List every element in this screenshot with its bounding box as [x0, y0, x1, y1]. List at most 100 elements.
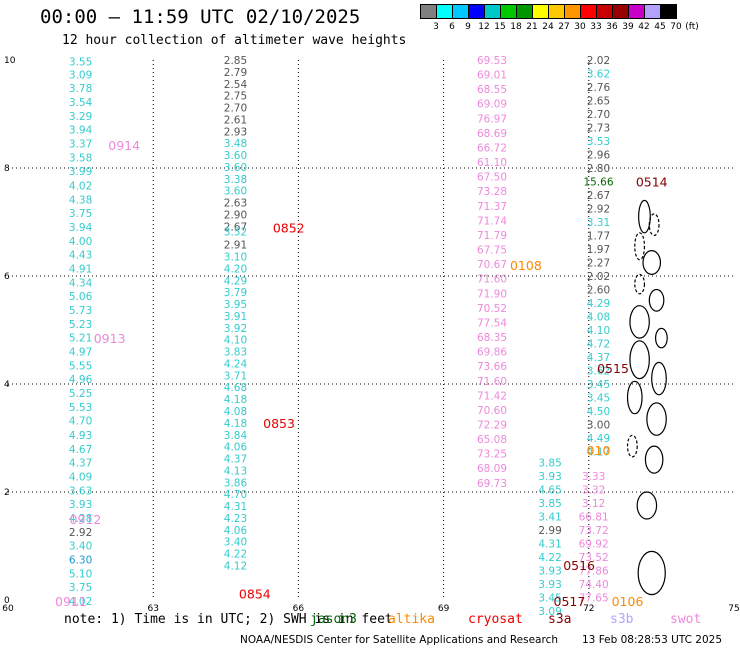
- wave-height-value: 73.28: [477, 186, 507, 198]
- x-tick-label: 63: [147, 604, 158, 614]
- color-scale-label: 30: [574, 22, 586, 32]
- legend-swot: swot: [670, 612, 702, 627]
- wave-height-value: 3.62: [587, 366, 610, 378]
- color-scale-label: 6: [449, 22, 455, 32]
- wave-height-value: 4.02: [69, 180, 92, 192]
- wave-height-value: 5.10: [69, 569, 92, 581]
- wave-height-value: 68.09: [477, 463, 507, 475]
- wave-height-value: 2.79: [224, 67, 247, 79]
- atoll-outline: [646, 402, 667, 436]
- wave-height-value: 77.86: [579, 565, 609, 577]
- wave-height-value: 3.60: [224, 186, 247, 198]
- pass-id-label: 0854: [239, 587, 271, 602]
- pass-labels: 0914 0913 0912 0911 0852 0853 0854 0108 010 0106 0…: [55, 138, 668, 609]
- wave-height-value: 2.92: [69, 527, 92, 539]
- wave-height-value: 70.60: [477, 405, 507, 417]
- wave-height-value: 3.86: [224, 477, 248, 489]
- wave-height-value: 3.48: [224, 138, 247, 150]
- color-scale-labels: 3 6 9 12 15 18 21 24 27 30 33 36 39 42 45 70 (ft): [420, 22, 740, 34]
- wave-height-value: 2.67: [587, 190, 610, 202]
- wave-height-value: 6.30: [69, 555, 92, 567]
- atoll-outline: [634, 273, 646, 295]
- wave-height-value: 1.77: [587, 231, 610, 243]
- wave-height-value: 71.60: [477, 274, 507, 286]
- wave-height-value: 4.08: [224, 406, 247, 418]
- wave-height-value: 2.96: [587, 150, 611, 162]
- map-title: 00:00 – 11:59 UTC 02/10/2025: [40, 6, 361, 28]
- pass-id-label: 0914: [108, 138, 140, 153]
- wave-height-value: 4.20: [224, 263, 247, 275]
- pass-id-label: 0516: [563, 558, 595, 573]
- wave-height-value: 65.08: [477, 434, 507, 446]
- wave-height-value: 4.13: [224, 465, 247, 477]
- legend-altika: altika: [388, 612, 435, 627]
- wave-height-value: 69.86: [477, 347, 507, 359]
- wave-height-value: 4.29: [587, 298, 610, 310]
- wave-height-value: 2.27: [587, 258, 610, 270]
- color-scale-label: 36: [606, 22, 618, 32]
- wave-height-value: 4.31: [224, 501, 247, 513]
- wave-height-value: 3.93: [538, 471, 561, 483]
- wave-height-value: 66.72: [477, 142, 507, 154]
- color-scale-label: 39: [622, 22, 634, 32]
- wave-height-value: 72.29: [477, 420, 507, 432]
- atoll-outline: [629, 340, 650, 380]
- atoll-outline: [648, 213, 660, 237]
- wave-height-value: 2.67: [224, 221, 247, 233]
- wave-height-value: 2.61: [224, 114, 247, 126]
- wave-height-value: 3.54: [69, 97, 93, 109]
- wave-height-value: 3.93: [538, 565, 561, 577]
- wave-height-value: 73.72: [579, 525, 609, 537]
- color-scale-label: 3: [433, 22, 439, 32]
- wave-height-value: 71.37: [477, 201, 507, 213]
- wave-height-value: 5.06: [69, 291, 93, 303]
- wave-height-value: 4.65: [538, 484, 561, 496]
- wave-height-value: 3.12: [582, 498, 605, 510]
- wave-height-value: 4.00: [69, 236, 92, 248]
- wave-height-value: 70.67: [477, 259, 507, 271]
- wave-height-value: 73.52: [579, 552, 609, 564]
- x-tick-label: 72: [583, 604, 594, 614]
- y-tick-label: 4: [4, 380, 10, 390]
- wave-height-value: 3.53: [587, 136, 610, 148]
- wave-height-value: 3.91: [224, 311, 247, 323]
- wave-height-value: 3.33: [582, 471, 605, 483]
- wave-height-value: 3.75: [69, 208, 92, 220]
- wave-height-value: 3.58: [69, 153, 92, 165]
- color-scale-label: 15: [494, 22, 506, 32]
- color-scale-label: 33: [590, 22, 602, 32]
- atoll-outline: [637, 550, 666, 596]
- atoll-outline: [626, 434, 638, 458]
- color-scale-label: 24: [542, 22, 554, 32]
- wave-height-value: 3.60: [224, 162, 247, 174]
- wave-height-value: 3.45: [587, 393, 610, 405]
- legend-cryosat: cryosat: [468, 612, 523, 627]
- y-tick-label: 2: [4, 488, 10, 498]
- wave-height-value: 4.18: [224, 418, 247, 430]
- wave-height-value: 3.79: [224, 287, 247, 299]
- wave-height-value: 68.35: [477, 332, 507, 344]
- color-scale-label: 70: [670, 22, 682, 32]
- wave-height-value: 3.99: [69, 166, 92, 178]
- wave-height-value: 2.92: [587, 204, 610, 216]
- wave-height-value: 15.66: [583, 177, 613, 189]
- wave-height-value: 70.52: [477, 303, 507, 315]
- y-tick-label: 10: [4, 56, 16, 66]
- wave-height-value: 71.79: [477, 230, 507, 242]
- pass-id-label: 0514: [636, 175, 668, 190]
- wave-height-value: 2.02: [587, 55, 610, 67]
- pass-id-label: 0108: [510, 258, 542, 273]
- wave-height-value: 3.40: [69, 540, 92, 552]
- wave-height-value: 3.37: [69, 139, 92, 151]
- wave-height-value: 3.29: [69, 111, 92, 123]
- wave-height-value: 4.10: [587, 325, 610, 337]
- wave-height-value: 3.85: [538, 457, 561, 469]
- wave-height-value: 2.99: [538, 525, 561, 537]
- atoll-outline: [626, 380, 643, 415]
- wave-height-value: 3.55: [69, 57, 92, 69]
- map-subtitle: 12 hour collection of altimeter wave hei…: [62, 33, 407, 48]
- wave-height-value: 5.25: [69, 388, 92, 400]
- color-scale-label: 18: [510, 22, 522, 32]
- wave-height-value: 4.10: [224, 335, 247, 347]
